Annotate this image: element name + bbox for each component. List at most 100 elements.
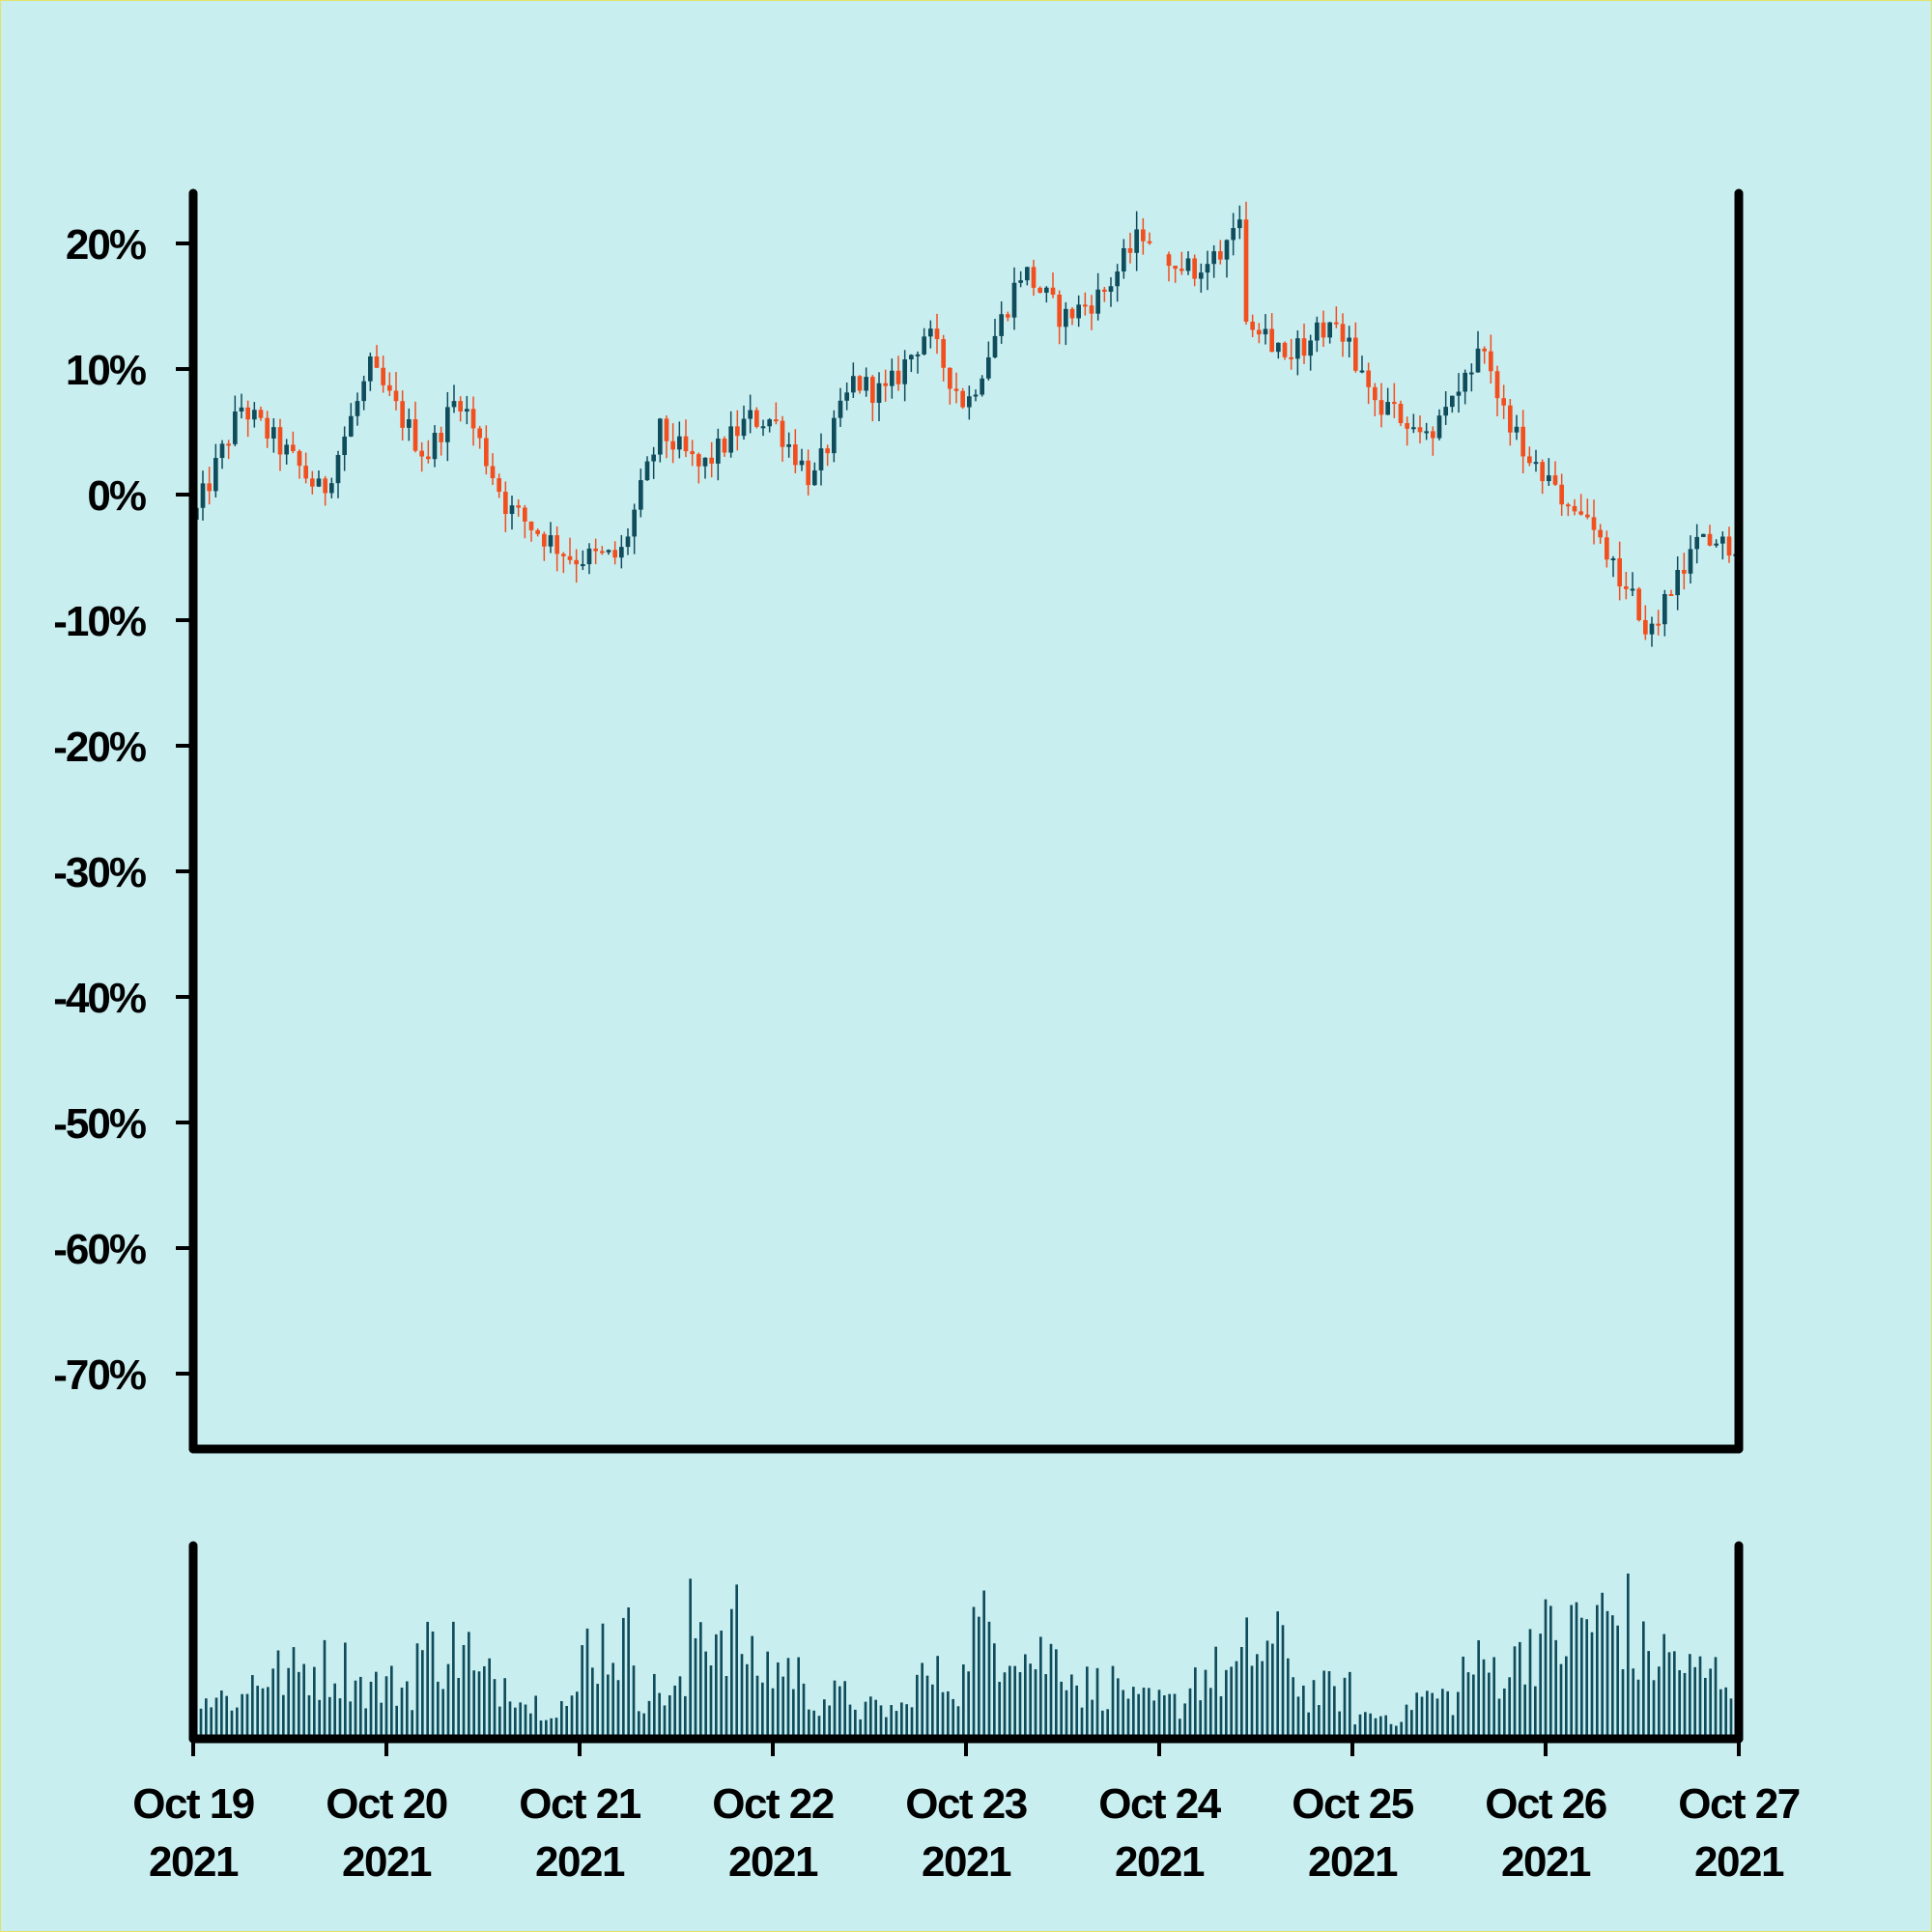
candle-body <box>1494 371 1500 399</box>
volume-bar <box>978 1616 980 1739</box>
volume-bar <box>1714 1657 1718 1739</box>
candle-body <box>349 415 354 437</box>
volume-bar <box>704 1651 707 1739</box>
candle-body <box>303 466 308 479</box>
candle-body <box>980 378 984 395</box>
x-tick-label-date: Oct 20 <box>326 1780 447 1828</box>
candle-body <box>426 456 431 460</box>
candle-body <box>992 335 998 357</box>
price-panel: 20% 10% 0% -10% -20% -30% -40% -50% -60% -70% <box>53 188 1744 1454</box>
candle-body <box>1044 287 1049 293</box>
x-tick-label-date: Oct 19 <box>132 1780 254 1828</box>
candle-body <box>1688 549 1693 574</box>
volume-bar <box>282 1694 285 1739</box>
volume-bar <box>214 1697 218 1739</box>
candle-body <box>696 454 701 467</box>
volume-bar <box>786 1658 790 1739</box>
candle-body <box>1720 536 1725 544</box>
candle-body <box>484 438 489 467</box>
candle-body <box>1069 308 1075 319</box>
volume-bar <box>1389 1723 1393 1739</box>
volume-bar <box>1601 1592 1604 1739</box>
candle-body <box>799 460 805 466</box>
volume-bar <box>591 1667 594 1739</box>
volume-bar <box>1503 1688 1506 1739</box>
volume-bar <box>1214 1646 1217 1739</box>
volume-bar <box>596 1684 599 1739</box>
candle-body <box>760 426 766 429</box>
candle-body <box>581 564 585 567</box>
volume-bar <box>1307 1712 1310 1739</box>
candle-body <box>1469 372 1474 375</box>
candle-body <box>909 355 914 360</box>
candle-body <box>1122 247 1126 272</box>
candle-body <box>200 483 206 508</box>
volume-bar <box>570 1695 574 1739</box>
volume-bar <box>1349 1671 1351 1739</box>
volume-bar <box>890 1705 893 1739</box>
candle-body <box>1392 402 1397 405</box>
volume-bar <box>972 1606 976 1739</box>
volume-bar <box>1729 1698 1733 1739</box>
volume-bar <box>1426 1690 1429 1739</box>
candle-body <box>1463 372 1467 392</box>
volume-bar <box>611 1662 614 1739</box>
volume-bar <box>766 1651 769 1739</box>
volume-bars <box>194 1573 1738 1739</box>
volume-bar <box>302 1663 305 1739</box>
volume-bar <box>1126 1698 1130 1739</box>
volume-bar <box>1410 1710 1413 1739</box>
candle-body <box>612 550 617 558</box>
candle-body <box>793 444 798 466</box>
volume-bar <box>607 1674 610 1739</box>
candle-body <box>1482 348 1487 352</box>
candle-body <box>934 328 940 340</box>
volume-bar <box>663 1705 667 1739</box>
volume-bar <box>653 1673 656 1739</box>
candle-body <box>542 533 547 547</box>
volume-bar <box>1513 1646 1517 1739</box>
candle-body <box>1417 427 1423 433</box>
candle-body <box>445 407 450 442</box>
candle-body <box>523 507 527 522</box>
volume-bar <box>1405 1704 1408 1739</box>
candle-body <box>1662 593 1667 625</box>
volume-bar <box>1627 1573 1630 1739</box>
candle-body <box>1050 287 1056 296</box>
volume-bar <box>905 1704 908 1739</box>
volume-bar <box>1013 1665 1016 1739</box>
volume-bar <box>673 1685 676 1739</box>
candle-body <box>876 383 882 403</box>
y-tick-label: -40% <box>53 975 146 1022</box>
candle-body <box>503 492 508 515</box>
candle-body <box>1301 338 1307 356</box>
volume-bar <box>1647 1651 1650 1739</box>
candle-body <box>728 426 733 453</box>
volume-bar <box>777 1662 780 1739</box>
volume-bar <box>1477 1640 1480 1739</box>
volume-bar <box>941 1691 945 1739</box>
volume-bar <box>1559 1663 1563 1739</box>
volume-bar <box>684 1695 687 1739</box>
candle-body <box>432 433 438 460</box>
volume-bar <box>1570 1605 1573 1739</box>
volume-bar <box>1472 1674 1475 1739</box>
volume-bar <box>1508 1677 1511 1739</box>
candle-body <box>1378 400 1384 415</box>
volume-bar <box>638 1711 640 1739</box>
volume-bar <box>885 1717 888 1739</box>
x-tick-label-date: Oct 21 <box>519 1780 641 1828</box>
candle-body <box>902 359 907 384</box>
candle-body <box>1726 536 1732 556</box>
volume-bar <box>406 1681 409 1739</box>
candle-body <box>1018 280 1023 283</box>
candle-body <box>741 418 747 437</box>
candle-body <box>1011 282 1017 318</box>
volume-bar <box>1523 1684 1526 1739</box>
candle-body <box>271 427 276 439</box>
volume-bar <box>1343 1677 1347 1739</box>
volume-bar <box>349 1701 352 1739</box>
volume-bar <box>1652 1680 1656 1739</box>
volume-bar <box>1302 1685 1305 1739</box>
